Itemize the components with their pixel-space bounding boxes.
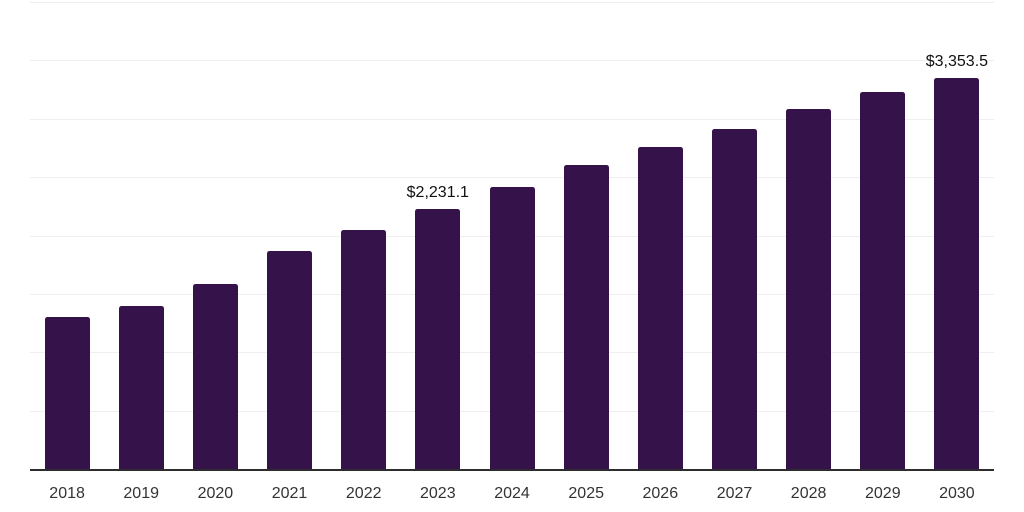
bar-2027 bbox=[712, 128, 757, 469]
x-tick-label-2021: 2021 bbox=[271, 485, 308, 502]
gridline-4000 bbox=[30, 2, 994, 3]
bar-2018 bbox=[44, 316, 90, 469]
x-tick-label-2018: 2018 bbox=[49, 485, 85, 502]
x-tick-label-2025: 2025 bbox=[568, 485, 604, 502]
gridline-3000 bbox=[30, 118, 994, 120]
gridline-3500 bbox=[30, 60, 994, 62]
bar-2020 bbox=[192, 284, 238, 469]
bar-2028 bbox=[786, 109, 832, 469]
bar-2025 bbox=[563, 165, 609, 469]
x-tick-label-2026: 2026 bbox=[642, 485, 679, 502]
bar-2023 bbox=[415, 208, 461, 469]
bar-2026 bbox=[637, 146, 683, 469]
bar-value-label-2023: $2,231.1 bbox=[406, 183, 469, 201]
bar-2030 bbox=[934, 77, 980, 469]
bar-2022 bbox=[341, 229, 387, 469]
x-tick-label-2022: 2022 bbox=[345, 485, 382, 502]
bar-2029 bbox=[860, 91, 906, 469]
x-tick-label-2019: 2019 bbox=[123, 485, 159, 502]
x-tick-label-2023: 2023 bbox=[420, 485, 456, 502]
bar-2021 bbox=[267, 250, 312, 469]
x-tick-label-2020: 2020 bbox=[197, 485, 234, 502]
x-tick-label-2024: 2024 bbox=[494, 485, 530, 502]
x-tick-label-2030: 2030 bbox=[939, 485, 975, 502]
x-tick-label-2027: 2027 bbox=[716, 485, 753, 502]
bar-value-label-2030: $3,353.5 bbox=[925, 52, 989, 70]
bar-2024 bbox=[489, 186, 535, 469]
bar-2019 bbox=[118, 305, 164, 469]
x-tick-label-2028: 2028 bbox=[790, 485, 827, 502]
x-axis-line bbox=[30, 468, 994, 471]
gridline-2500 bbox=[30, 177, 994, 179]
x-tick-label-2029: 2029 bbox=[865, 485, 901, 502]
